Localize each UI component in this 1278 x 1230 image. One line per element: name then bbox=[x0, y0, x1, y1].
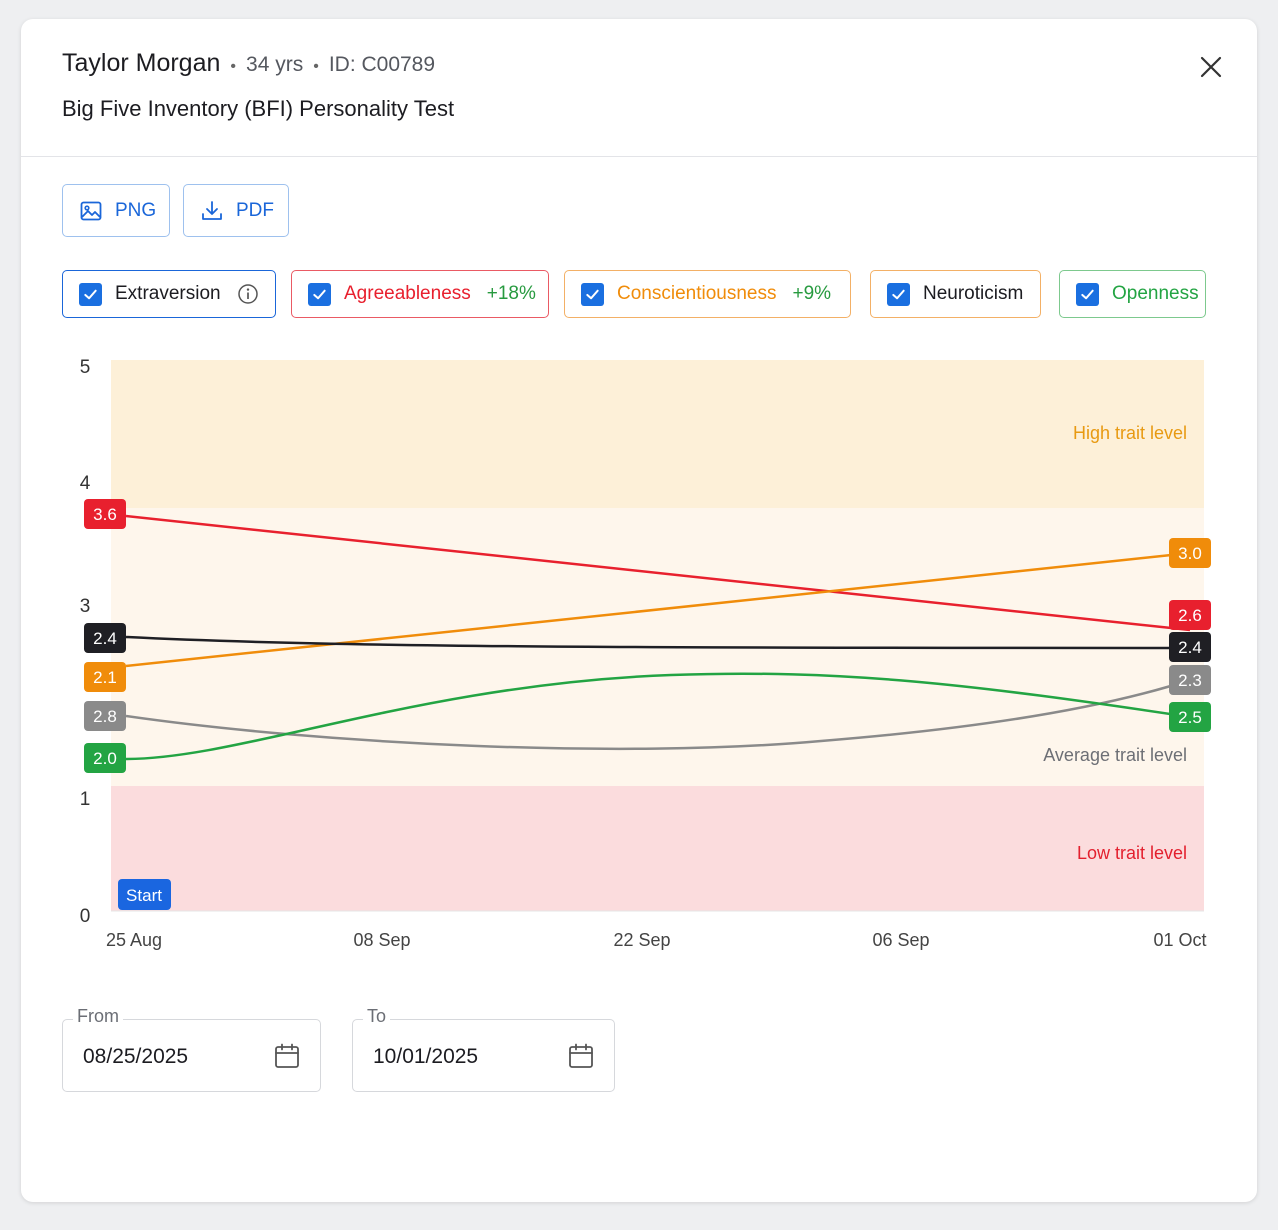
legend-toggle-neuroticism[interactable]: Neuroticism bbox=[870, 270, 1041, 318]
check-icon bbox=[586, 289, 599, 299]
legend-label: Agreeableness bbox=[344, 283, 471, 304]
y-tick-label: 1 bbox=[80, 789, 91, 810]
x-tick-label: 22 Sep bbox=[613, 930, 670, 950]
end-value-tag: 2.5 bbox=[1178, 708, 1202, 727]
download-icon bbox=[202, 200, 222, 220]
start-value-tag: 2.8 bbox=[93, 707, 117, 726]
patient-id: ID: C00789 bbox=[328, 53, 436, 76]
date-from-label: From bbox=[73, 1006, 123, 1027]
checkbox-checked[interactable] bbox=[1076, 282, 1099, 306]
legend-toggle-agreeableness[interactable]: Agreeableness +18% bbox=[291, 270, 549, 318]
end-value-tag: 3.0 bbox=[1178, 544, 1202, 563]
checkbox-checked[interactable] bbox=[581, 282, 604, 306]
end-value-tag: 2.3 bbox=[1178, 671, 1202, 690]
start-value-tag-bg bbox=[84, 662, 126, 692]
series-line-neuroticism bbox=[125, 678, 1191, 751]
start-value-tag-bg bbox=[84, 701, 126, 731]
x-tick-label: 08 Sep bbox=[353, 930, 410, 950]
band-label-high: High trait level bbox=[1073, 423, 1187, 443]
x-tick-label: 06 Sep bbox=[872, 930, 929, 950]
legend-label: Openness bbox=[1112, 283, 1199, 304]
y-tick-label: 0 bbox=[80, 906, 91, 927]
check-icon bbox=[892, 289, 905, 299]
legend-toggle-conscientiousness[interactable]: Conscientiousness +9% bbox=[564, 270, 851, 318]
calendar-icon[interactable] bbox=[273, 1042, 301, 1070]
results-card: Taylor Morgan • 34 yrs • ID: C00789 Big … bbox=[21, 19, 1257, 1202]
date-to-field[interactable]: To 10/01/2025 bbox=[352, 1006, 615, 1092]
close-button[interactable] bbox=[1191, 47, 1231, 87]
start-value-tag-bg bbox=[84, 499, 126, 529]
band-label-low: Low trait level bbox=[1077, 843, 1187, 863]
start-value-tag-bg bbox=[84, 623, 126, 653]
legend-toggle-openness[interactable]: Openness bbox=[1059, 270, 1206, 318]
band-label-average: Average trait level bbox=[1043, 745, 1187, 765]
end-value-tag-bg bbox=[1169, 665, 1211, 695]
legend-label: Conscientiousness bbox=[617, 283, 777, 304]
end-value-tag-bg bbox=[1169, 632, 1211, 662]
start-value-tag-bg bbox=[84, 743, 126, 773]
start-value-tag: 2.4 bbox=[93, 629, 117, 648]
date-from-field[interactable]: From 08/25/2025 bbox=[62, 1006, 321, 1092]
check-icon bbox=[1081, 289, 1094, 299]
series-line-extraversion bbox=[125, 635, 1191, 650]
checkbox-checked[interactable] bbox=[308, 282, 331, 306]
end-value-tag-bg bbox=[1169, 600, 1211, 630]
start-value-tag: 2.0 bbox=[93, 749, 117, 768]
patient-info: Taylor Morgan • 34 yrs • ID: C00789 bbox=[62, 49, 435, 78]
card-header: Taylor Morgan • 34 yrs • ID: C00789 Big … bbox=[21, 19, 1257, 157]
end-value-tag: 2.4 bbox=[1178, 638, 1202, 657]
y-tick-label: 3 bbox=[80, 596, 91, 617]
checkbox-checked[interactable] bbox=[79, 282, 102, 306]
start-value-tag: 3.6 bbox=[93, 505, 117, 524]
y-tick-label: 4 bbox=[80, 473, 91, 494]
series-line-openness bbox=[125, 672, 1191, 761]
export-pdf-label: PDF bbox=[236, 199, 274, 221]
check-icon bbox=[313, 289, 326, 299]
legend-toggle-extraversion[interactable]: Extraversion bbox=[62, 270, 276, 318]
date-to-label: To bbox=[363, 1006, 391, 1027]
x-tick-label: 25 Aug bbox=[106, 930, 162, 950]
separator-dot: • bbox=[230, 58, 237, 75]
end-value-tag-bg bbox=[1169, 538, 1211, 568]
export-png-label: PNG bbox=[115, 199, 157, 221]
start-marker-bg bbox=[118, 879, 171, 910]
close-icon bbox=[1200, 56, 1222, 78]
check-icon bbox=[84, 289, 97, 299]
date-from-value[interactable]: 08/25/2025 bbox=[83, 1045, 189, 1068]
image-icon bbox=[80, 201, 102, 220]
y-tick-label: 5 bbox=[80, 357, 91, 378]
band-low bbox=[111, 786, 1204, 911]
patient-name: Taylor Morgan bbox=[62, 49, 221, 77]
info-icon[interactable] bbox=[237, 283, 259, 305]
end-value-tag: 2.6 bbox=[1178, 606, 1202, 625]
x-tick-label: 01 Oct bbox=[1153, 930, 1206, 950]
legend-label: Neuroticism bbox=[923, 283, 1024, 304]
export-pdf-button[interactable]: PDF bbox=[183, 184, 289, 237]
start-value-tag: 2.1 bbox=[93, 668, 117, 687]
series-line-conscientiousness bbox=[125, 551, 1191, 668]
band-high bbox=[111, 360, 1204, 508]
checkbox-checked[interactable] bbox=[887, 282, 910, 306]
end-value-tag-bg bbox=[1169, 702, 1211, 732]
legend-delta: +9% bbox=[792, 283, 832, 304]
test-title: Big Five Inventory (BFI) Personality Tes… bbox=[62, 96, 455, 121]
trait-line-chart: High trait level Average trait level Low t… bbox=[80, 357, 1211, 950]
separator-dot: • bbox=[313, 58, 319, 75]
start-marker: Start bbox=[126, 886, 162, 905]
legend-label: Extraversion bbox=[115, 283, 221, 304]
export-png-button[interactable]: PNG bbox=[62, 184, 170, 237]
date-to-value[interactable]: 10/01/2025 bbox=[373, 1045, 479, 1068]
patient-age: 34 yrs bbox=[246, 53, 304, 76]
legend-delta: +18% bbox=[486, 283, 536, 304]
calendar-icon[interactable] bbox=[567, 1042, 595, 1070]
series-line-agreeableness bbox=[125, 514, 1191, 632]
